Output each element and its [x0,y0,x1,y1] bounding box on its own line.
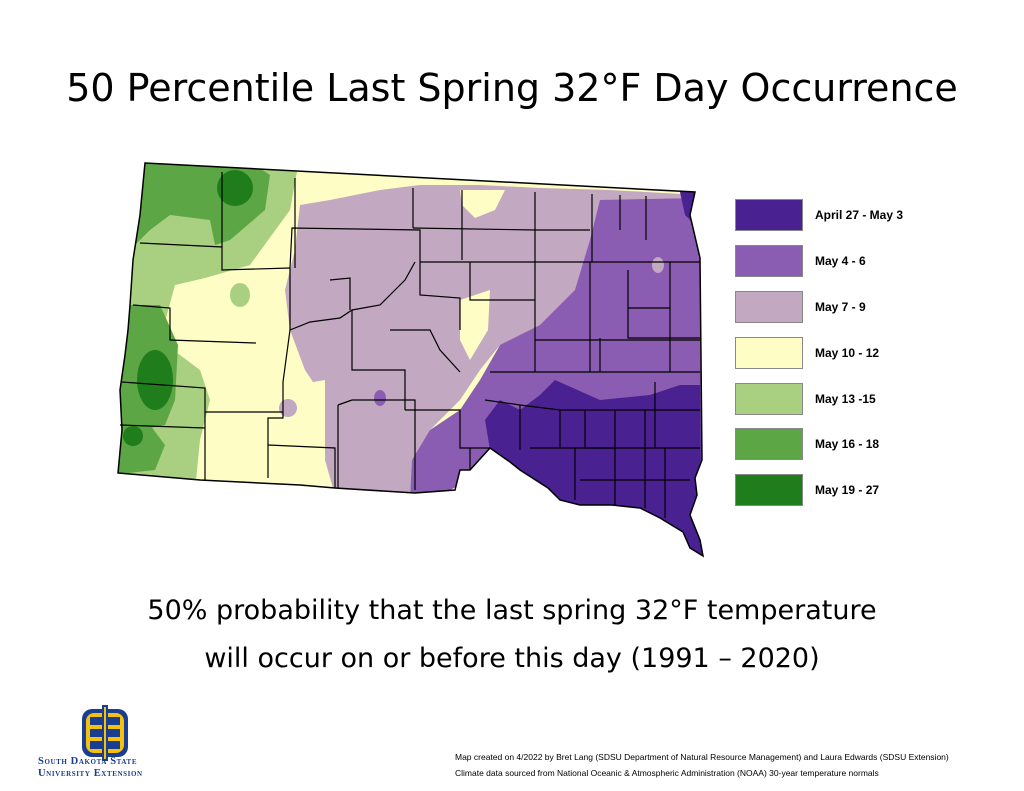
county-boundaries [117,162,705,558]
legend-swatch [735,383,803,415]
legend-item: May 4 - 6 [735,245,935,281]
legend-item: May 13 -15 [735,383,935,419]
legend-label: May 10 - 12 [815,346,880,360]
legend-item: May 16 - 18 [735,428,935,464]
legend-label: May 19 - 27 [815,483,880,497]
map-title: 50 Percentile Last Spring 32°F Day Occur… [66,66,958,110]
legend-item: May 7 - 9 [735,291,935,327]
legend-label: May 4 - 6 [815,254,866,268]
credit-line-1: Map created on 4/2022 by Bret Lang (SDSU… [455,752,949,762]
south-dakota-map [117,162,705,558]
legend-item: May 10 - 12 [735,337,935,373]
legend-item: April 27 - May 3 [735,199,935,235]
logo-text-line-1: South Dakota State [38,756,138,767]
subtitle-line-1: 50% probability that the last spring 32°… [147,595,877,626]
logo-text-line-2: University Extension [38,768,143,779]
legend-swatch [735,245,803,277]
legend-item: May 19 - 27 [735,474,935,510]
legend-swatch [735,428,803,460]
legend-swatch [735,199,803,231]
legend-label: May 7 - 9 [815,300,866,314]
legend-label: May 16 - 18 [815,437,880,451]
sdsu-logo-icon [82,705,128,761]
subtitle-line-2: will occur on or before this day (1991 –… [204,643,820,674]
legend-label: May 13 -15 [815,392,876,406]
legend-swatch [735,337,803,369]
legend-swatch [735,291,803,323]
legend-swatch [735,474,803,506]
legend-label: April 27 - May 3 [815,208,904,222]
credit-line-2: Climate data sourced from National Ocean… [455,768,879,778]
